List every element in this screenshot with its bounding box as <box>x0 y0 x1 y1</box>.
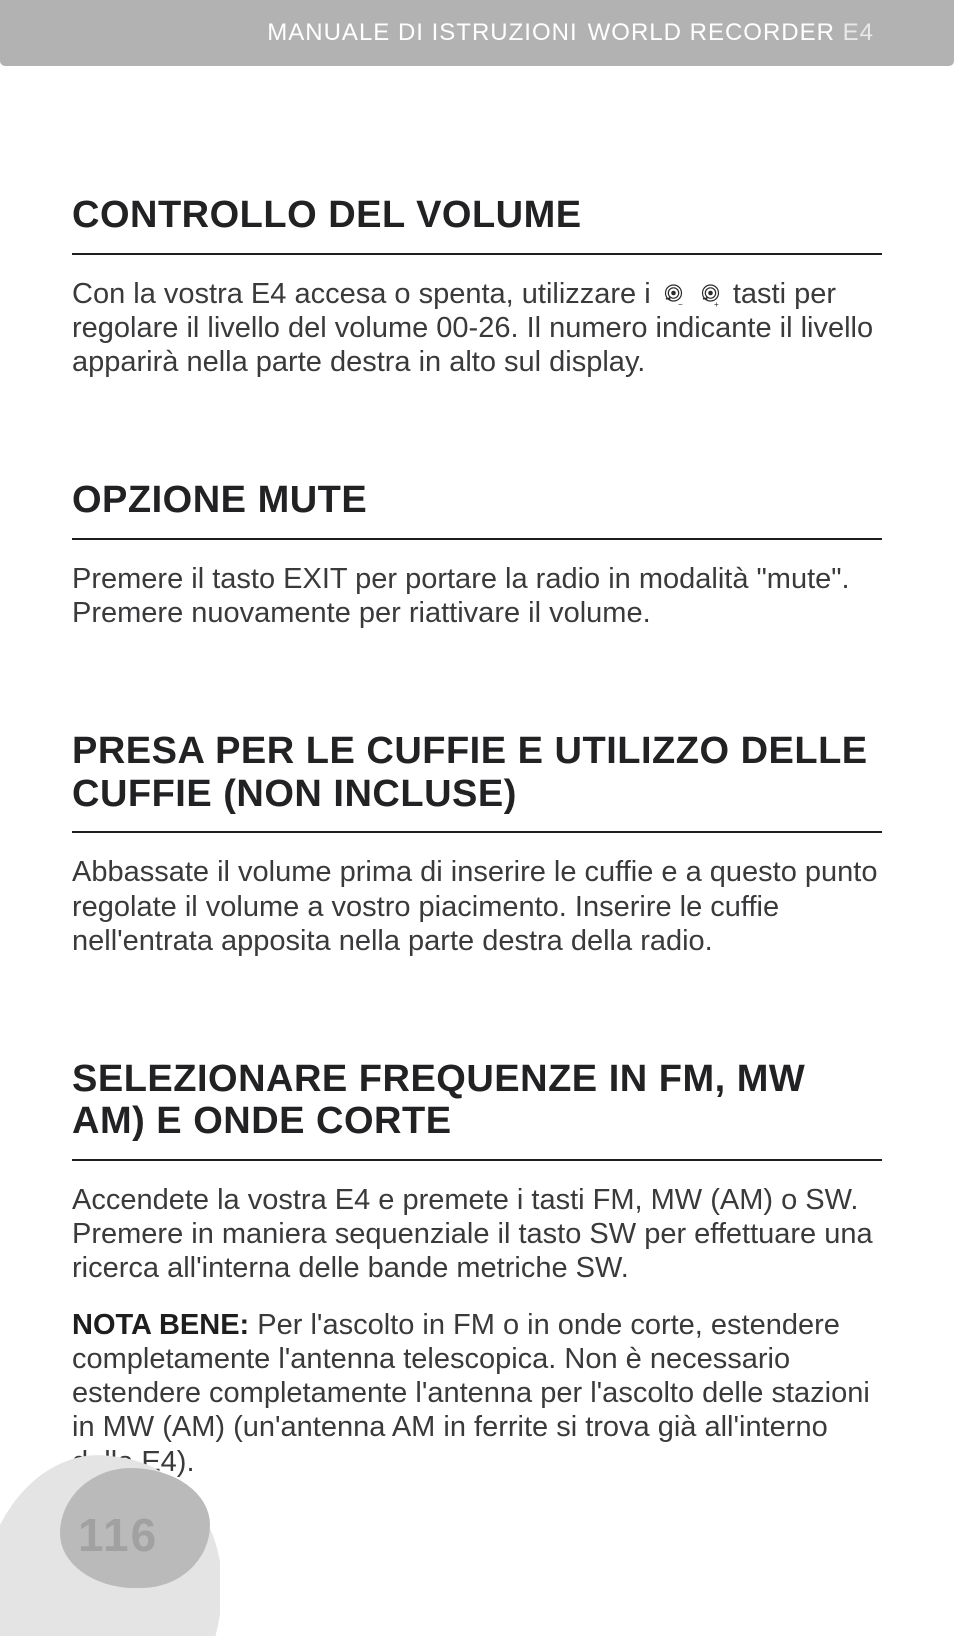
section-frequencies-heading: SELEZIONARE FREQUENZE IN FM, MW AM) E ON… <box>72 1058 882 1143</box>
svg-text:−: − <box>678 300 683 308</box>
top-header-bar: MANUALE DI ISTRUZIONI WORLD RECORDER E4 <box>0 0 954 66</box>
section-volume-heading: CONTROLLO DEL VOLUME <box>72 194 882 237</box>
page-number: 116 <box>78 1508 158 1562</box>
section-mute-heading: OPZIONE MUTE <box>72 479 882 522</box>
section-mute: OPZIONE MUTE Premere il tasto EXIT per p… <box>72 479 882 630</box>
manual-page: MANUALE DI ISTRUZIONI WORLD RECORDER E4 … <box>0 0 954 1636</box>
section-headphones-heading: PRESA PER LE CUFFIE E UTILIZZO DELLE CUF… <box>72 730 882 815</box>
section-divider <box>72 1159 882 1161</box>
section-frequencies-body: Accendete la vostra E4 e premete i tasti… <box>72 1183 882 1286</box>
volume-body-before: Con la vostra E4 accesa o spenta, utiliz… <box>72 278 659 310</box>
section-volume-body: Con la vostra E4 accesa o spenta, utiliz… <box>72 277 882 380</box>
page-content: CONTROLLO DEL VOLUME Con la vostra E4 ac… <box>0 194 954 1479</box>
manual-label: MANUALE DI ISTRUZIONI <box>267 19 577 47</box>
section-divider <box>72 538 882 540</box>
product-title: WORLD RECORDER E4 <box>588 19 874 47</box>
product-model: E4 <box>835 19 874 46</box>
section-headphones-body: Abbassate il volume prima di inserire le… <box>72 855 882 958</box>
product-name: WORLD RECORDER <box>588 19 835 46</box>
note-label: NOTA BENE: <box>72 1309 249 1341</box>
section-mute-body: Premere il tasto EXIT per portare la rad… <box>72 562 882 630</box>
section-headphones: PRESA PER LE CUFFIE E UTILIZZO DELLE CUF… <box>72 730 882 958</box>
svg-text:+: + <box>714 300 719 308</box>
volume-down-icon: − <box>661 282 686 306</box>
page-number-corner: 116 <box>0 1416 220 1636</box>
volume-up-icon: + <box>698 282 723 306</box>
section-divider <box>72 253 882 255</box>
section-volume: CONTROLLO DEL VOLUME Con la vostra E4 ac… <box>72 194 882 379</box>
section-divider <box>72 831 882 833</box>
